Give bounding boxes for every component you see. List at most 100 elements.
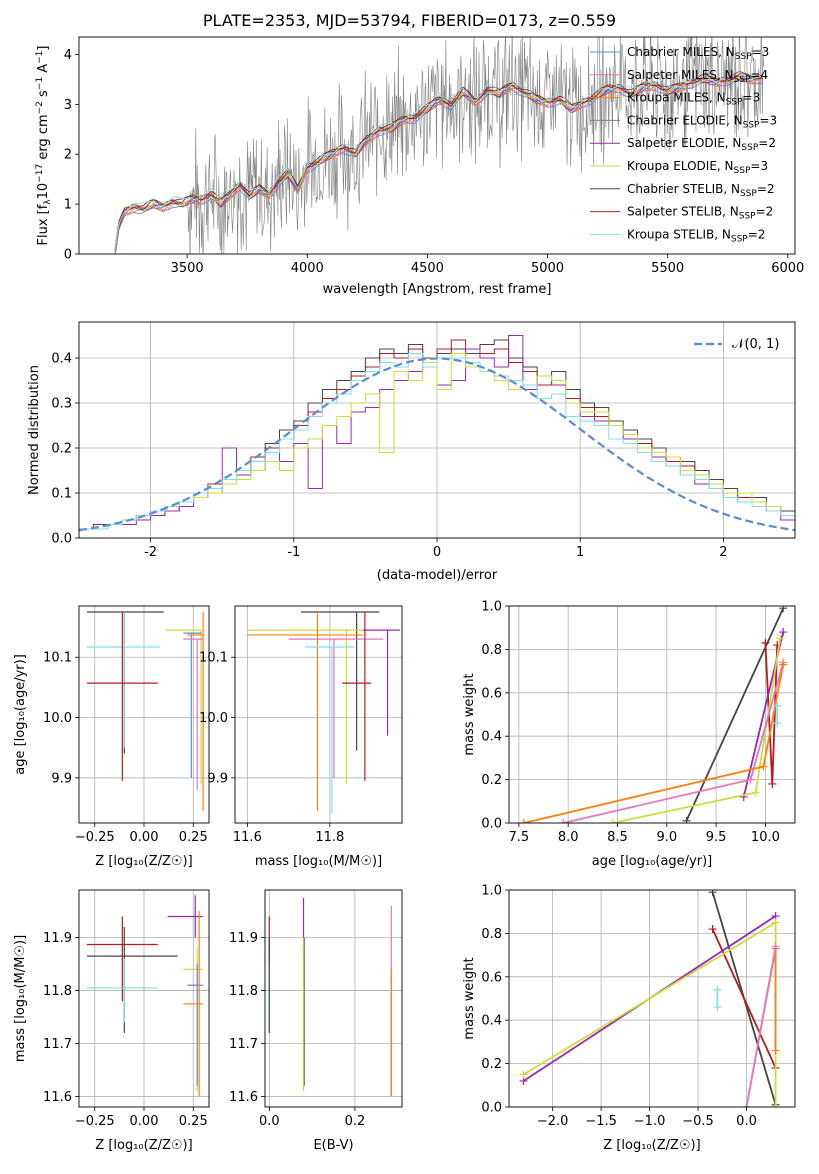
- legend-tail: =2: [758, 136, 776, 150]
- x-tick-label: 11.6: [233, 830, 262, 845]
- x-tick-label: 8.5: [607, 830, 628, 845]
- y-label-part: ]: [36, 46, 51, 51]
- spectrum-y-axis-label: Flux [fλ10−17 erg cm−2 s−1 A−1]: [35, 46, 53, 246]
- weight-marker: [768, 779, 777, 788]
- y-label-part: λ: [43, 199, 53, 205]
- age-vs-Z-x-axis-label: Z [log₁₀(Z/Z☉)]: [95, 854, 192, 869]
- y-tick-label: 11.6: [229, 1090, 258, 1105]
- residuals-frame: [78, 321, 796, 539]
- legend-tail: =3: [743, 91, 761, 105]
- weight-marker: [519, 819, 528, 823]
- x-tick-label: 4500: [411, 261, 444, 276]
- y-tick-label: 10.1: [199, 651, 228, 666]
- mass-vs-Z-y-axis-label: mass [log₁₀(M/M☉)]: [13, 935, 28, 1062]
- x-tick-label: 6000: [771, 261, 804, 276]
- legend-entry: Kroupa ELODIE, NSSP=3: [627, 159, 768, 176]
- age-vs-Z-axes: [75, 606, 209, 827]
- legend-label: Kroupa ELODIE, N: [627, 159, 734, 173]
- y-tick-label: 1.0: [481, 600, 502, 615]
- x-tick-label: 9.5: [706, 830, 727, 845]
- legend-subscript: SSP: [734, 75, 751, 85]
- weight-marker: [608, 819, 617, 823]
- y-tick-label: 1.0: [481, 884, 502, 899]
- y-label-part: Flux [f: [36, 204, 51, 245]
- y-tick-label: 0.0: [481, 817, 502, 832]
- mass-vs-Z-errorbars: [86, 895, 204, 1097]
- legend-label: Salpeter MILES, N: [627, 68, 734, 82]
- x-tick-label: -2: [144, 545, 157, 560]
- x-tick-label: 0.00: [130, 830, 159, 845]
- x-tick-label: -1: [287, 545, 300, 560]
- y-tick-label: 0.4: [481, 1014, 502, 1029]
- y-tick-label: 9.9: [207, 771, 228, 786]
- legend-label: Kroupa STELIB, N: [627, 227, 731, 241]
- weight-marker: [773, 701, 782, 710]
- weight-marker: [759, 762, 768, 771]
- x-tick-label: 0: [433, 545, 441, 560]
- y-tick-label: 9.9: [51, 771, 72, 786]
- y-tick-label: 0.8: [481, 643, 502, 658]
- legend-subscript: SSP: [734, 166, 751, 176]
- legend-entry: Kroupa MILES, NSSP=3: [627, 91, 760, 108]
- age-vs-Z-frame: [78, 605, 210, 824]
- residuals-x-axis-label: (data-model)/error: [377, 568, 498, 583]
- x-tick-label: 1: [576, 545, 584, 560]
- y-tick-label: 11.9: [43, 931, 72, 946]
- x-tick-label: 0.0: [259, 1114, 280, 1129]
- age-vs-mass-axes: [231, 606, 402, 827]
- legend-entry: Salpeter MILES, NSSP=4: [627, 68, 768, 85]
- weight-marker: [761, 638, 770, 647]
- weight-marker: [682, 816, 691, 823]
- y-tick-label: 2: [64, 148, 72, 163]
- x-tick-label: 8.0: [558, 830, 579, 845]
- x-tick-label: 3500: [171, 261, 204, 276]
- weight-vs-age-frame: [508, 605, 796, 824]
- legend-tail: =2: [757, 182, 775, 196]
- spectrum-axes: [75, 54, 789, 258]
- weight-marker: [742, 1103, 751, 1107]
- y-label-part: s: [36, 90, 51, 101]
- legend-entry: Chabrier MILES, NSSP=3: [627, 45, 769, 62]
- legend-subscript: SSP: [735, 52, 752, 62]
- y-tick-label: 0.4: [51, 352, 72, 367]
- spectrum-x-axis-label: wavelength [Angstrom, rest frame]: [323, 282, 552, 297]
- age-vs-mass-x-axis-label: mass [log₁₀(M/M☉)]: [255, 854, 382, 869]
- x-tick-label: 0.25: [179, 830, 208, 845]
- legend-tail: =3: [750, 159, 768, 173]
- spectrum-model-line: [114, 77, 763, 254]
- x-tick-label: −0.5: [682, 1114, 714, 1129]
- mass-vs-EBV-errorbars: [268, 897, 392, 1097]
- age-vs-mass-frame: [234, 605, 403, 824]
- legend-entry: Chabrier STELIB, NSSP=2: [627, 182, 775, 199]
- x-tick-label: 9.0: [656, 830, 677, 845]
- x-tick-label: 5500: [651, 261, 684, 276]
- y-tick-label: 0.2: [481, 773, 502, 788]
- legend-subscript: SSP: [739, 212, 756, 222]
- residuals-axes: [75, 322, 795, 542]
- mass-vs-Z-x-axis-label: Z [log₁₀(Z/Z☉)]: [95, 1138, 192, 1153]
- weight-marker: [708, 925, 717, 934]
- weight-vs-Z-x-axis-label: Z [log₁₀(Z/Z☉)]: [603, 1138, 700, 1153]
- y-tick-label: 10.0: [199, 711, 228, 726]
- legend-tail: =2: [756, 205, 774, 219]
- x-tick-label: 11.8: [315, 830, 344, 845]
- histogram-step: [79, 353, 795, 538]
- weight-marker: [771, 918, 780, 927]
- weight-marker: [713, 1003, 722, 1012]
- y-label-part: 10: [36, 183, 51, 200]
- x-tick-label: 2: [719, 545, 727, 560]
- weight-marker: [746, 775, 755, 784]
- residual-histograms: [79, 335, 795, 538]
- legend-label: Chabrier MILES, N: [627, 45, 735, 59]
- mass-vs-EBV-axes: [261, 890, 402, 1111]
- legend-label: Chabrier ELODIE, N: [627, 113, 743, 127]
- y-tick-label: 11.6: [43, 1090, 72, 1105]
- x-tick-label: −1.5: [585, 1114, 617, 1129]
- legend-tail: =4: [750, 68, 768, 82]
- y-tick-label: 0.0: [481, 1101, 502, 1116]
- weight-marker: [773, 719, 782, 728]
- weight-marker: [771, 942, 780, 951]
- legend-label: Salpeter STELIB, N: [627, 205, 739, 219]
